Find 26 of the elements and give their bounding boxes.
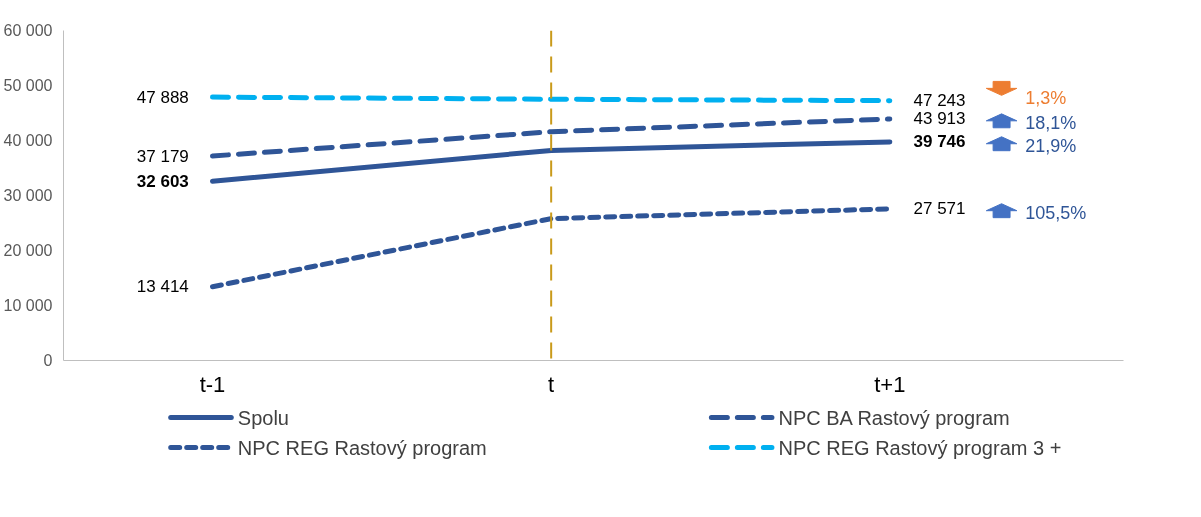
y-tick-label: 10 000 <box>3 297 53 314</box>
y-tick-label: 40 000 <box>3 132 53 149</box>
y-tick-label: 50 000 <box>3 77 53 94</box>
y-tick-label: 0 <box>43 352 53 369</box>
legend-label: NPC BA Rastový program <box>778 406 1010 429</box>
data-label: 47 243 <box>913 91 966 111</box>
annotation: 1,3% <box>1025 87 1067 108</box>
x-tick-label: t <box>548 371 555 397</box>
legend-label: NPC REG Rastový program <box>237 436 487 459</box>
data-label: 47 888 <box>136 87 189 107</box>
legend-label: Spolu <box>237 406 289 429</box>
data-label: 32 603 <box>136 171 189 191</box>
data-label: 13 414 <box>136 277 189 297</box>
data-label: 27 571 <box>913 199 966 219</box>
legend-label: NPC REG Rastový program 3 + <box>778 436 1062 459</box>
data-label: 39 746 <box>913 132 966 152</box>
y-tick-label: 20 000 <box>3 242 53 259</box>
y-tick-label: 30 000 <box>3 187 53 204</box>
data-label: 43 913 <box>913 109 966 129</box>
annotation: 21,9% <box>1025 135 1077 156</box>
x-tick-label: t-1 <box>199 371 226 397</box>
x-tick-label: t+1 <box>874 371 906 397</box>
annotation: 105,5% <box>1025 202 1087 223</box>
data-label: 37 179 <box>136 146 189 166</box>
y-tick-label: 60 000 <box>3 22 53 39</box>
annotation: 18,1% <box>1025 112 1077 133</box>
